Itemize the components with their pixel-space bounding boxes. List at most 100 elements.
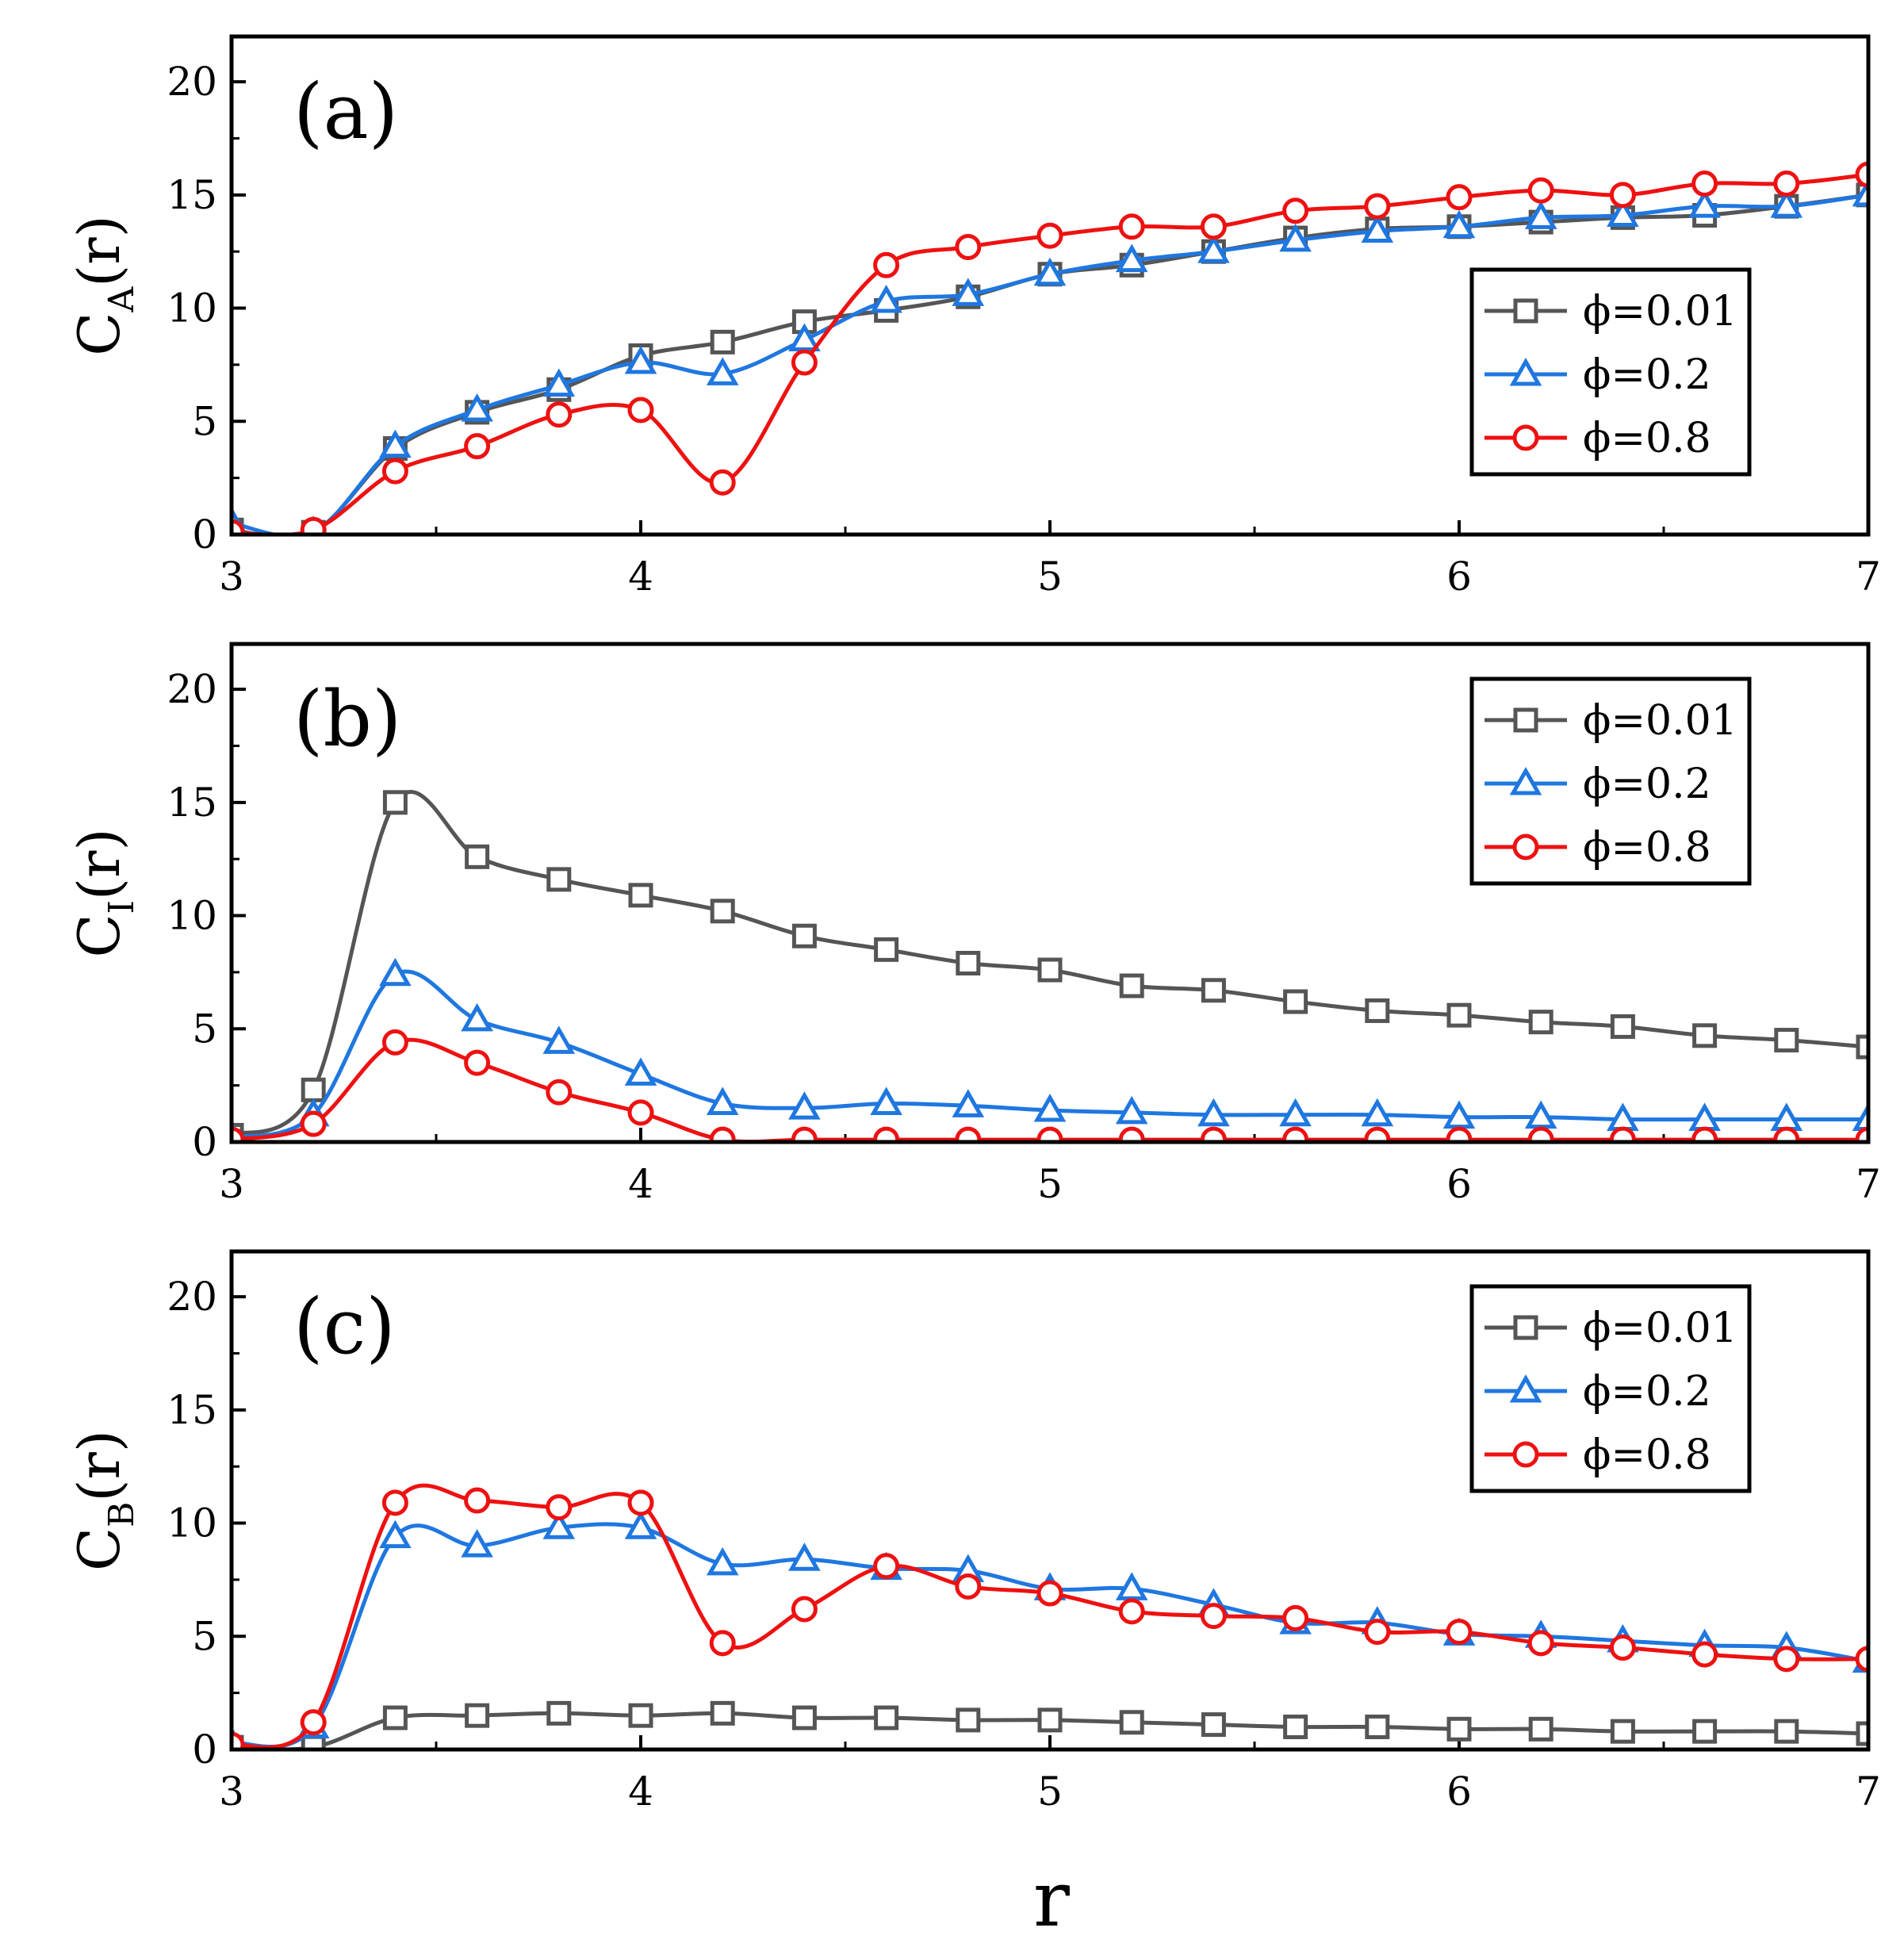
data-point (464, 1049, 491, 1076)
y-tick-label: 20 (167, 59, 217, 105)
data-point (1282, 1126, 1309, 1142)
data-point (1446, 184, 1473, 211)
legend-label: ϕ=0.01 (1583, 288, 1737, 335)
data-point (1692, 1023, 1718, 1048)
data-point (1856, 1721, 1868, 1746)
legend-label: ϕ=0.2 (1583, 351, 1711, 399)
data-point (956, 1707, 981, 1733)
data-point (624, 1057, 657, 1086)
data-point (1773, 1646, 1800, 1673)
data-point (709, 1630, 736, 1657)
series-group (232, 790, 1868, 1142)
data-point (955, 1126, 982, 1142)
data-point (542, 368, 576, 397)
x-tick-label: 5 (1037, 1161, 1063, 1207)
legend-marker (1512, 834, 1539, 860)
y-tick-label: 10 (167, 1500, 217, 1546)
data-point (956, 950, 981, 975)
data-point (1774, 1028, 1799, 1053)
plot-frame (229, 34, 1871, 537)
plot-frame (229, 642, 1871, 1144)
data-point (710, 329, 735, 354)
x-axis: 3 4 5 6 7 (219, 1128, 1881, 1207)
data-point (873, 251, 900, 278)
y-tick-label: 15 (167, 172, 217, 218)
data-point (1446, 1002, 1472, 1028)
data-point (1688, 190, 1721, 218)
data-point (1361, 1098, 1394, 1127)
data-point (1282, 1604, 1309, 1631)
data-point (1201, 1712, 1226, 1738)
data-point (628, 1703, 653, 1728)
data-point (1856, 1034, 1868, 1060)
data-point (791, 923, 817, 949)
data-point (1524, 1100, 1557, 1129)
data-point (873, 1553, 900, 1580)
y-label-main: C (66, 312, 132, 356)
data-point (461, 1002, 493, 1032)
x-tick-label: 4 (628, 554, 653, 600)
data-point (465, 844, 490, 869)
data-point (1855, 161, 1868, 188)
data-point (788, 1091, 821, 1120)
x-axis-label: r (1033, 1855, 1070, 1943)
x-tick-label: 4 (628, 1769, 653, 1815)
data-point (1442, 1100, 1476, 1129)
x-tick-label: 6 (1446, 1161, 1472, 1207)
data-point (1446, 1716, 1472, 1742)
data-point (1773, 171, 1800, 197)
data-point (461, 393, 493, 422)
data-point (1115, 1095, 1148, 1125)
y-tick-label: 0 (192, 512, 217, 558)
chart-panel: 3 4 5 6 7 0 5 10 15 20 (b) CI(r) ϕ=0.01 ϕ=0.2 ϕ=0.8 (66, 642, 1881, 1207)
y-tick-label: 0 (192, 1119, 217, 1165)
data-point (1361, 214, 1394, 243)
y-label-sub: I (102, 900, 142, 914)
data-point (1115, 243, 1148, 273)
data-point (1115, 1572, 1148, 1600)
data-point (379, 1520, 412, 1549)
data-point (1527, 1126, 1554, 1142)
data-point (870, 284, 902, 313)
data-point (1118, 1598, 1145, 1625)
legend-marker (1512, 424, 1539, 451)
panel-label: (a) (293, 67, 398, 156)
data-point (1279, 1098, 1312, 1127)
data-point (301, 1077, 326, 1102)
data-point (627, 1099, 654, 1126)
series-line (232, 1522, 1868, 1749)
data-point (1364, 1619, 1391, 1646)
data-point (300, 516, 327, 535)
y-tick-label: 20 (167, 666, 217, 712)
y-tick-label: 0 (192, 1726, 217, 1772)
data-point (1527, 1630, 1554, 1657)
data-point (870, 1086, 902, 1115)
legend-marker (1509, 1374, 1542, 1403)
x-axis: 3 4 5 6 7 (219, 520, 1881, 600)
data-point (1770, 190, 1803, 218)
data-point (1607, 198, 1639, 228)
data-point (788, 323, 821, 352)
data-point (1200, 213, 1227, 240)
data-point (710, 899, 735, 924)
legend-label: ϕ=0.01 (1583, 1305, 1737, 1352)
y-label-arg: (r) (66, 215, 132, 287)
data-point (379, 957, 412, 987)
data-point (1692, 1719, 1718, 1744)
data-point (791, 1126, 818, 1142)
data-point (1283, 1714, 1308, 1739)
data-point (1446, 1619, 1473, 1646)
x-tick-label: 5 (1037, 554, 1063, 600)
panel-label: (b) (293, 675, 401, 764)
data-point (1197, 1098, 1230, 1127)
y-tick-label: 10 (167, 893, 217, 939)
data-point (1852, 178, 1868, 207)
x-tick-label: 7 (1856, 1769, 1881, 1815)
data-point (546, 1079, 573, 1106)
y-axis: 0 5 10 15 20 (167, 59, 246, 558)
data-point (1197, 235, 1230, 263)
data-point (1283, 989, 1308, 1014)
data-point (1610, 1719, 1635, 1744)
data-point (1036, 1126, 1063, 1142)
